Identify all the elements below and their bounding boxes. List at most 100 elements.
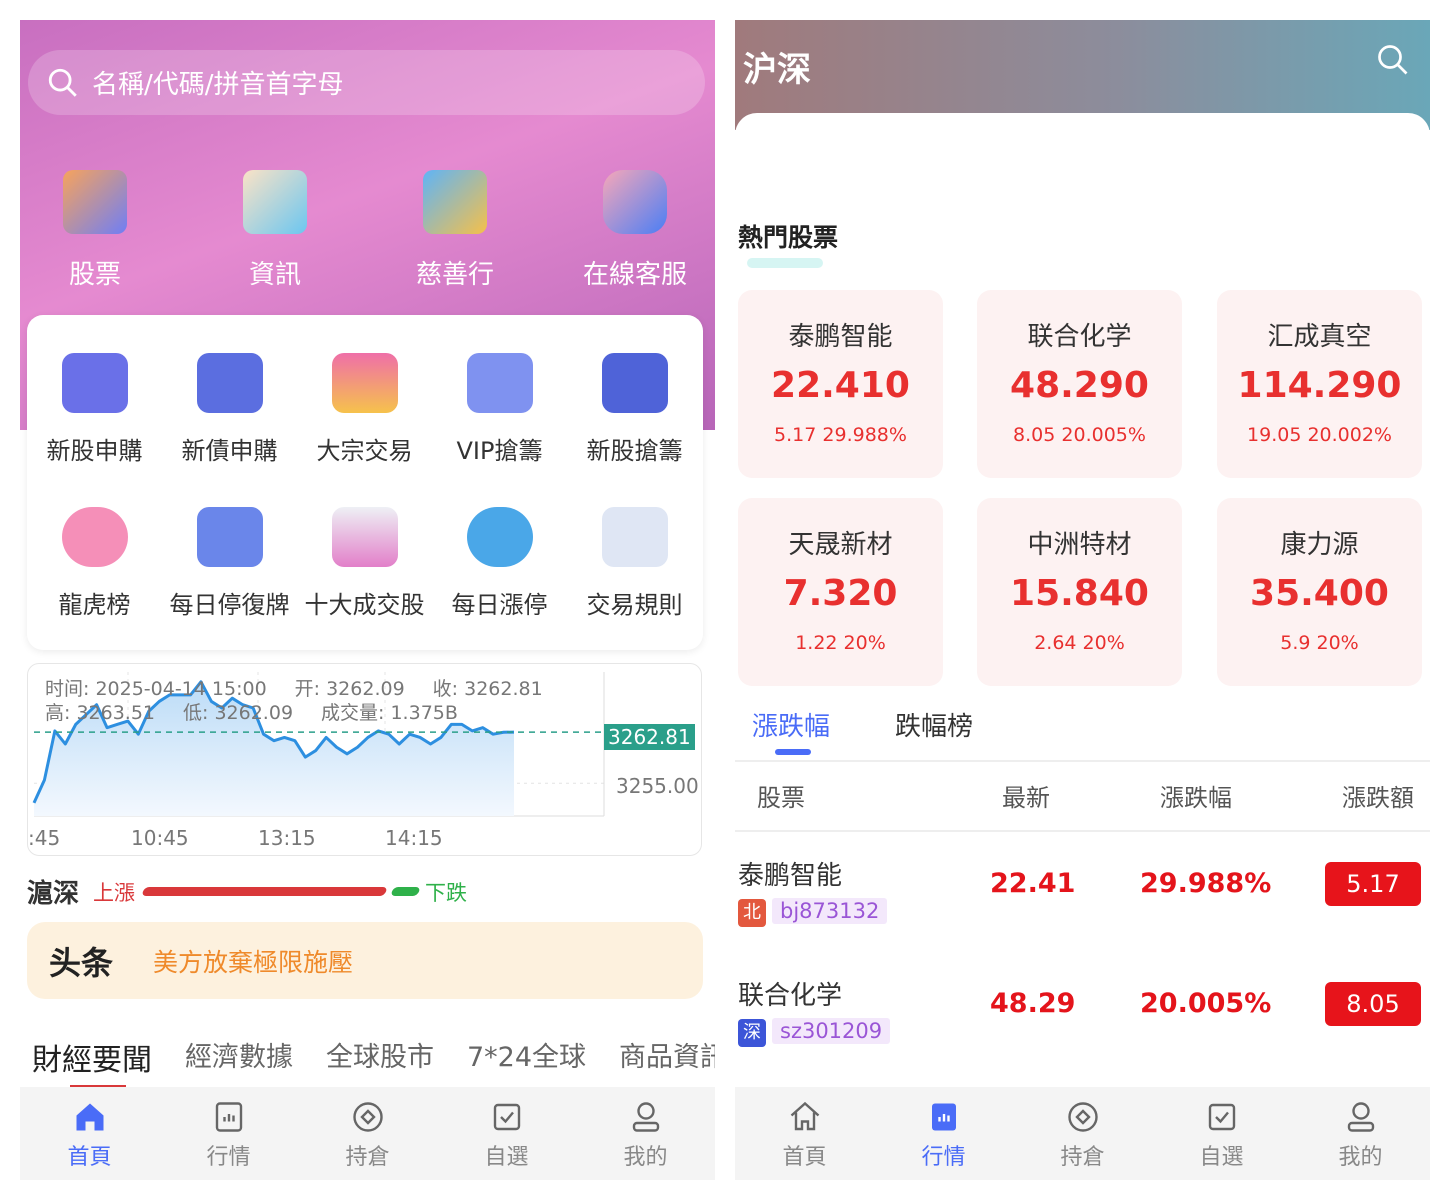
home-icon <box>76 1103 103 1131</box>
nav-watchlist[interactable]: 自選 <box>1152 1087 1291 1180</box>
nav-label: 我的 <box>1338 1145 1383 1170</box>
grid-item[interactable]: 交易規則 <box>567 507 702 620</box>
tab-commodities[interactable]: 商品資訊 <box>619 1042 715 1073</box>
index-chart[interactable]: 时间: 2025-04-14 15:00 开: 3262.09 收: 3262.81… <box>27 663 702 856</box>
bottom-nav: 首頁 行情 持倉 自選 我的 <box>735 1087 1430 1180</box>
exchange-badge: 深 <box>738 1019 766 1047</box>
column-header[interactable]: 股票 <box>757 784 805 812</box>
nav-market[interactable]: 行情 <box>874 1087 1013 1180</box>
divider <box>735 830 1430 832</box>
stock-name: 天晟新材 <box>788 530 893 560</box>
headline-logo: 头条 <box>49 943 114 982</box>
x-tick: 13:15 <box>258 826 316 850</box>
nav-home[interactable]: 首頁 <box>735 1087 874 1180</box>
tab-7x24[interactable]: 7*24全球 <box>467 1042 587 1073</box>
nav-positions[interactable]: 持倉 <box>1013 1087 1152 1180</box>
quick-charity[interactable]: 慈善行 <box>380 170 530 291</box>
stock-code: sz301209 <box>772 1018 891 1044</box>
column-header[interactable]: 漲跌幅 <box>1160 784 1232 812</box>
stock-price: 114.290 <box>1237 365 1402 406</box>
grid-item[interactable]: 十大成交股 <box>297 507 432 620</box>
tab-global-stocks[interactable]: 全球股市 <box>326 1042 434 1073</box>
hot-stock-card[interactable]: 泰鹏智能 22.410 5.17 29.988% <box>738 290 943 478</box>
tab-financial-news[interactable]: 財經要聞 <box>32 1043 152 1078</box>
nav-label: 自選 <box>484 1145 529 1170</box>
coin-icon <box>352 1102 383 1132</box>
nav-label: 持倉 <box>345 1145 390 1170</box>
grid-item[interactable]: 新債申購 <box>162 353 297 466</box>
user-icon <box>1347 1102 1374 1132</box>
divider <box>735 760 1430 762</box>
quick-label: 股票 <box>68 260 121 290</box>
bank-icon <box>423 170 487 234</box>
chart-high: 高: 3263.51 <box>45 702 156 724</box>
column-header[interactable]: 漲跌額 <box>1342 784 1414 812</box>
grid-label: 新股搶籌 <box>586 437 683 465</box>
stock-name: 联合化学 <box>738 981 843 1011</box>
quick-label: 慈善行 <box>415 260 494 290</box>
chart-image-icon <box>331 507 398 567</box>
bottom-nav: 首頁 行情 持倉 自選 我的 <box>20 1087 715 1180</box>
grid-item[interactable]: 新股申購 <box>27 353 162 466</box>
user-icon <box>632 1102 659 1132</box>
change-amount-badge: 8.05 <box>1325 982 1421 1026</box>
tab-gainers[interactable]: 漲跌幅 <box>752 712 831 742</box>
header-background <box>735 20 1430 130</box>
stock-price: 35.400 <box>1250 573 1389 614</box>
stock-change: 5.9 20% <box>1280 632 1359 654</box>
column-header[interactable]: 最新 <box>1002 784 1050 812</box>
stock-price: 7.320 <box>783 573 898 614</box>
tab-economic-data[interactable]: 經濟數據 <box>185 1042 293 1073</box>
checkbox-icon <box>1208 1103 1235 1131</box>
chart-volume: 成交量: 1.375B <box>321 702 458 724</box>
up-bar <box>141 887 388 896</box>
hot-stock-card[interactable]: 天晟新材 7.320 1.22 20% <box>738 498 943 686</box>
nav-market[interactable]: 行情 <box>159 1087 298 1180</box>
search-placeholder: 名稱/代碼/拼音首字母 <box>92 70 344 100</box>
nav-watchlist[interactable]: 自選 <box>437 1087 576 1180</box>
nav-positions[interactable]: 持倉 <box>298 1087 437 1180</box>
nav-label: 首頁 <box>67 1145 112 1170</box>
safe-icon <box>601 353 668 413</box>
y-tick: 3255.00 <box>616 774 699 798</box>
stock-price: 22.41 <box>990 868 1076 899</box>
x-tick: 14:15 <box>385 826 443 850</box>
grid-item[interactable]: 每日漲停 <box>432 507 567 620</box>
x-tick: 10:45 <box>131 826 189 850</box>
nav-profile[interactable]: 我的 <box>1291 1087 1430 1180</box>
table-row[interactable]: 联合化学 深 sz301209 48.29 20.005% 8.05 <box>735 970 1430 1080</box>
section-title: 熱門股票 <box>738 223 839 252</box>
chart-info-line1: 时间: 2025-04-14 15:00 开: 3262.09 收: 3262.81 <box>45 674 543 701</box>
stock-change: 19.05 20.002% <box>1247 424 1392 446</box>
headline-banner[interactable]: 头条 美方放棄極限施壓 <box>27 922 703 999</box>
search-input[interactable]: 名稱/代碼/拼音首字母 <box>28 50 705 115</box>
stock-pct: 29.988% <box>1140 868 1272 899</box>
market-screen: 沪深 熱門股票 泰鹏智能 22.410 5.17 29.988% 联合化学 48.290… <box>735 20 1430 1180</box>
stock-change: 8.05 20.005% <box>1013 424 1146 446</box>
stock-name: 泰鹏智能 <box>738 861 843 891</box>
piggy-bank-icon <box>61 507 128 567</box>
hot-stock-card[interactable]: 康力源 35.400 5.9 20% <box>1217 498 1422 686</box>
nav-home[interactable]: 首頁 <box>20 1087 159 1180</box>
tab-losers[interactable]: 跌幅榜 <box>895 712 974 742</box>
coin-icon <box>1067 1102 1098 1132</box>
quick-stocks[interactable]: 股票 <box>20 170 170 291</box>
quick-support[interactable]: 在線客服 <box>560 170 710 291</box>
hot-stock-card[interactable]: 汇成真空 114.290 19.05 20.002% <box>1217 290 1422 478</box>
x-tick: :45 <box>28 826 61 850</box>
grid-item[interactable]: 新股搶籌 <box>567 353 702 466</box>
grid-item[interactable]: VIP搶籌 <box>432 353 567 466</box>
grid-item[interactable]: 每日停復牌 <box>162 507 297 620</box>
headline-text: 美方放棄極限施壓 <box>153 947 354 977</box>
table-row[interactable]: 泰鹏智能 北 bj873132 22.41 29.988% 5.17 <box>735 850 1430 960</box>
chart-low: 低: 3262.09 <box>183 702 294 724</box>
search-icon[interactable] <box>1375 42 1411 78</box>
grid-item[interactable]: 大宗交易 <box>297 353 432 466</box>
nav-profile[interactable]: 我的 <box>576 1087 715 1180</box>
grid-item[interactable]: 龍虎榜 <box>27 507 162 620</box>
quick-news[interactable]: 資訊 <box>200 170 350 291</box>
quick-label: 資訊 <box>248 260 301 290</box>
hot-stock-card[interactable]: 中洲特材 15.840 2.64 20% <box>977 498 1182 686</box>
hot-stock-card[interactable]: 联合化学 48.290 8.05 20.005% <box>977 290 1182 478</box>
bar-chart-icon <box>931 1103 956 1131</box>
